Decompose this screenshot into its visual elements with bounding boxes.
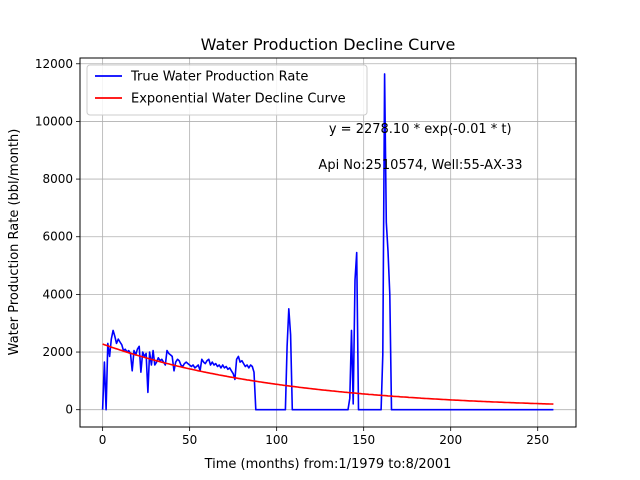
- annotations: y = 2278.10 * exp(-0.01 * t) Api No:25105…: [318, 122, 522, 173]
- y-tick-label: 8000: [42, 172, 73, 186]
- legend-box: [86, 64, 368, 116]
- series-line-0: [101, 73, 554, 411]
- series-layer: [101, 73, 554, 411]
- plot-frame: [79, 57, 577, 428]
- annotation-text: Api No:2510574, Well:55-AX-33: [318, 158, 522, 173]
- y-axis: 0 2000 4000 6000 8000 10000 12000: [35, 57, 80, 417]
- x-tick-label: 100: [265, 433, 288, 447]
- legend-label: True Water Production Rate: [130, 70, 308, 85]
- grid-lines: [80, 58, 576, 427]
- legend: True Water Production Rate Exponential Wa…: [86, 64, 368, 116]
- x-tick-label: 0: [99, 433, 107, 447]
- legend-label: Exponential Water Decline Curve: [131, 92, 346, 107]
- y-tick-label: 4000: [42, 287, 73, 301]
- x-axis-label: Time (months) from:1/1979 to:8/2001: [204, 457, 452, 472]
- y-tick-label: 2000: [42, 345, 73, 359]
- x-tick-label: 150: [352, 433, 375, 447]
- series-line-1: [102, 343, 554, 405]
- x-tick-label: 250: [526, 433, 549, 447]
- y-tick-label: 0: [65, 403, 73, 417]
- y-axis-label: Water Production Rate (bbl/month): [7, 129, 22, 356]
- y-tick-label: 10000: [35, 114, 73, 128]
- y-tick-label: 6000: [42, 230, 73, 244]
- annotation-text: y = 2278.10 * exp(-0.01 * t): [329, 122, 512, 137]
- x-tick-label: 50: [182, 433, 197, 447]
- chart-title: Water Production Decline Curve: [201, 35, 456, 54]
- y-tick-label: 12000: [35, 57, 73, 71]
- x-tick-label: 200: [439, 433, 462, 447]
- x-axis: 0 50 100 150 200 250: [99, 427, 549, 447]
